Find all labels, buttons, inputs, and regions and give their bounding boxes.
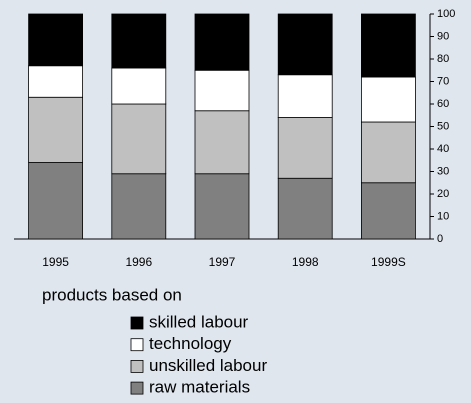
- bar-segment: [28, 162, 84, 240]
- x-tick-label: 1995: [42, 255, 69, 269]
- x-tick-label: 1999S: [371, 255, 406, 269]
- bar-segment: [111, 173, 167, 240]
- bar-segment: [360, 76, 416, 123]
- legend-label: unskilled labour: [149, 356, 267, 375]
- bar-segment: [194, 173, 250, 240]
- legend-swatch: [130, 359, 144, 373]
- bar-segment: [111, 103, 167, 175]
- bar-segment: [360, 121, 416, 184]
- bar-segment: [277, 177, 333, 240]
- y-tick-label: 90: [437, 30, 449, 42]
- y-tick-label: 50: [437, 120, 449, 132]
- bar-segment: [194, 110, 250, 175]
- legend-label: technology: [149, 334, 232, 353]
- y-tick-label: 30: [437, 165, 449, 177]
- legend-swatch: [130, 338, 144, 352]
- legend-title: products based on: [42, 285, 182, 304]
- legend-label: skilled labour: [149, 312, 249, 331]
- legend-label: raw materials: [149, 378, 250, 397]
- bar-segment: [111, 67, 167, 105]
- bar-segment: [360, 182, 416, 240]
- bar-segment: [111, 13, 167, 69]
- bar-segment: [194, 69, 250, 112]
- bar-segment: [277, 117, 333, 179]
- x-tick-label: 1996: [125, 255, 152, 269]
- y-tick-label: 60: [437, 98, 449, 110]
- x-tick-label: 1997: [209, 255, 236, 269]
- y-tick-label: 0: [437, 233, 443, 245]
- legend-swatch: [130, 316, 144, 330]
- bar-segment: [277, 74, 333, 118]
- bar-segment: [28, 13, 84, 67]
- legend-swatch: [130, 381, 144, 395]
- y-tick-label: 100: [437, 8, 455, 20]
- x-tick-label: 1998: [292, 255, 319, 269]
- y-tick-label: 20: [437, 188, 449, 200]
- bar-segment: [360, 13, 416, 78]
- bar-segment: [28, 65, 84, 98]
- bar-segment: [277, 13, 333, 76]
- y-tick-label: 10: [437, 210, 449, 222]
- y-tick-label: 70: [437, 75, 449, 87]
- bar-segment: [194, 13, 250, 71]
- y-tick-label: 40: [437, 143, 449, 155]
- y-tick-label: 80: [437, 53, 449, 65]
- bar-segment: [28, 96, 84, 163]
